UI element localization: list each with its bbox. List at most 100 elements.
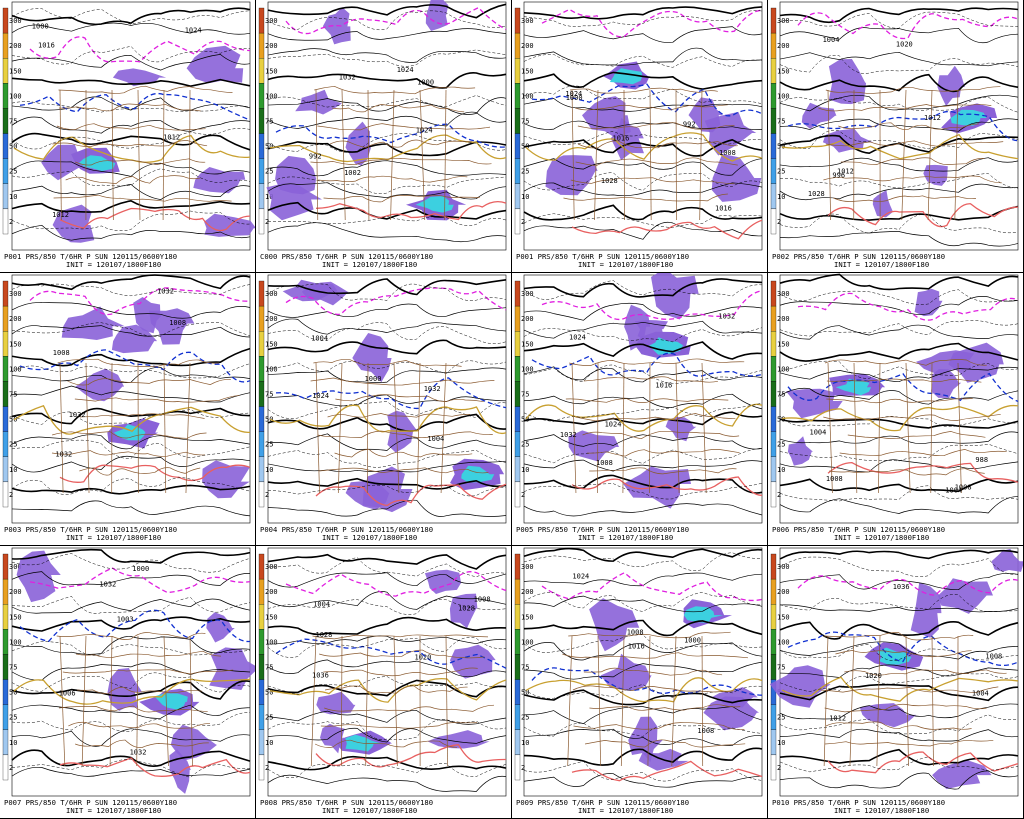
panel-caption: P001 PRS/850 T/6HR P SUN 120115/0600Y180 [4, 252, 178, 261]
colorbar-level-label: 50 [265, 143, 273, 151]
precip-shading [786, 288, 1004, 466]
contour-label: 1002 [344, 169, 361, 177]
colorbar-level-label: 100 [521, 638, 534, 646]
colorbar-level-label: 100 [265, 92, 278, 100]
contour-label: 1012 [837, 168, 854, 176]
colorbar-level-label: 50 [265, 416, 273, 424]
isobars [523, 547, 763, 788]
colorbar-level-label: 200 [265, 588, 278, 596]
colorbar-level-label: 150 [265, 340, 278, 348]
contour-label: 1008 [169, 319, 186, 327]
forecast-panel-p001: 300 200 150 100 75 50 25 10 2 1000 1012 1024 1016 101… [0, 0, 256, 273]
colorbar-level-label: 75 [265, 391, 273, 399]
colorbar-level-label: 2 [521, 491, 525, 499]
map-plot: 300 200 150 100 75 50 25 10 2 1000 1024 1004 1004 103… [258, 274, 507, 524]
forecast-panel-p003: 300 200 150 100 75 50 25 10 2 1008 1032 1032 1032 100… [0, 273, 256, 546]
panel-caption: P003 PRS/850 T/6HR P SUN 120115/0600Y180 [4, 525, 178, 534]
panel-caption: P007 PRS/850 T/6HR P SUN 120115/0600Y180 [4, 798, 178, 807]
colorbar-level-label: 200 [777, 42, 790, 50]
temperature-contours [779, 11, 1019, 234]
contour-label: 1004 [945, 487, 962, 495]
colorbar-level-label: 2 [265, 764, 269, 772]
panel-caption: P004 PRS/850 T/6HR P SUN 120115/0600Y180 [260, 525, 434, 534]
map-plot: 300 200 150 100 75 50 25 10 2 1000 1012 1024 1016 101… [2, 1, 255, 251]
colorbar-level-label: 300 [9, 290, 22, 298]
contour-label: 1028 [601, 177, 618, 185]
political-boundaries [563, 87, 738, 221]
colorbar-level-label: 50 [777, 143, 785, 151]
colorbar-level-label: 25 [521, 168, 529, 176]
political-boundaries [310, 358, 495, 494]
colorbar-level-label: 200 [9, 42, 22, 50]
temperature-contours [267, 557, 507, 778]
temperature-contours [779, 556, 1019, 774]
colorbar-level-label: 75 [9, 664, 17, 672]
contour-label: 992 [683, 121, 696, 129]
forecast-panel-p002: 300 200 150 100 75 50 25 10 2 1028 1004 1012 1012 102… [768, 0, 1024, 273]
contour-label: 1028 [808, 190, 825, 198]
precip-shading [545, 61, 762, 202]
colorbar-level-label: 25 [9, 168, 17, 176]
colorbar-level-label: 300 [777, 17, 790, 25]
contour-label: 1020 [865, 672, 882, 680]
colorbar-level-label: 10 [777, 193, 785, 201]
colorbar-level-label: 25 [265, 441, 273, 449]
contour-label: 1012 [924, 114, 941, 122]
map-plot: 300 200 150 100 75 50 25 10 2 1000 992 1032 1024 1002… [258, 0, 507, 251]
colorbar-level-label: 2 [777, 764, 781, 772]
contour-label: 1004 [313, 601, 330, 609]
contour-label: 1000 [132, 565, 149, 573]
colorbar-level-label: 25 [777, 441, 785, 449]
panel-init-time: INIT = 120107/1800F180 [578, 260, 674, 269]
contour-label: 1024 [572, 573, 589, 581]
contour-label: 1020 [415, 653, 432, 661]
colorbar-level-label: 200 [9, 315, 22, 323]
colorbar-level-label: 100 [9, 365, 22, 373]
colorbar-level-label: 300 [265, 563, 278, 571]
colorbar-level-label: 150 [521, 613, 534, 621]
colorbar-level-label: 200 [9, 588, 22, 596]
colorbar-level-label: 10 [265, 739, 273, 747]
contour-label: 1024 [397, 66, 414, 74]
colorbar-level-label: 2 [265, 218, 269, 226]
contour-label: 1032 [560, 431, 577, 439]
panel-caption: C000 PRS/850 T/6HR P SUN 120115/0600Y180 [260, 252, 434, 261]
colorbar-level-label: 10 [265, 193, 273, 201]
colorbar-level-label: 50 [9, 143, 17, 151]
colorbar-level-label: 25 [521, 441, 529, 449]
contour-label: 1016 [655, 382, 672, 390]
colorbar-level-label: 25 [521, 714, 529, 722]
colorbar-level-label: 100 [521, 92, 534, 100]
temperature-contours [267, 6, 507, 226]
forecast-panel-p008: 300 200 150 100 75 50 25 10 2 1036 1028 1008 1028 100… [256, 546, 512, 819]
precip-shading [769, 548, 1023, 790]
colorbar-level-label: 150 [265, 613, 278, 621]
colorbar-level-label: 150 [521, 67, 534, 75]
map-plot: 300 200 150 100 75 50 25 10 2 1003 1006 1032 1032 100… [2, 547, 255, 797]
contour-label: 1008 [697, 727, 714, 735]
contour-label: 1016 [628, 643, 645, 651]
colorbar-level-label: 10 [9, 466, 17, 474]
colorbar-level-label: 10 [9, 193, 17, 201]
contour-label: 1008 [53, 349, 70, 357]
colorbar-level-label: 50 [9, 689, 17, 697]
colorbar-level-label: 2 [265, 491, 269, 499]
colorbar-level-label: 100 [9, 638, 22, 646]
colorbar-level-label: 50 [9, 416, 17, 424]
contour-label: 1008 [826, 475, 843, 483]
contour-label: 1024 [569, 334, 586, 342]
colorbar-level-label: 75 [777, 118, 785, 126]
colorbar-level-label: 75 [9, 118, 17, 126]
contour-label: 1036 [312, 671, 329, 679]
panel-caption: P002 PRS/850 T/6HR P SUN 120115/0600Y180 [772, 252, 946, 261]
forecast-panel-p001b: 300 200 150 100 75 50 25 10 2 1016 1000 992 1024 1016… [512, 0, 768, 273]
colorbar-level-label: 2 [9, 218, 13, 226]
contour-label: 1000 [365, 375, 382, 383]
colorbar-level-label: 300 [265, 290, 278, 298]
